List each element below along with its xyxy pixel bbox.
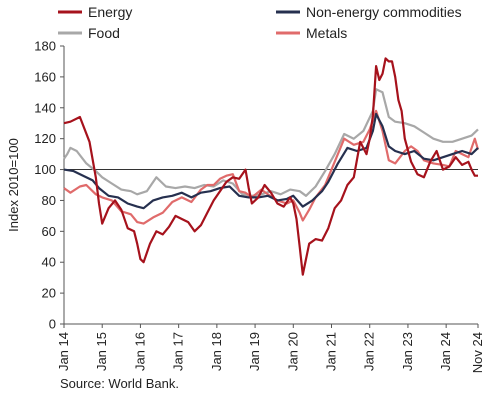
- y-tick-label: 20: [42, 286, 56, 301]
- series-line-metals: [63, 109, 480, 225]
- y-axis-title: Index 2010=100: [6, 138, 21, 232]
- legend-label-food: Food: [88, 25, 120, 41]
- source-note: Source: World Bank.: [60, 376, 179, 391]
- y-tick-label: 60: [42, 224, 56, 239]
- y-tick-label: 160: [34, 69, 56, 84]
- x-tick-label: Jan 19: [247, 332, 262, 371]
- legend-label-energy: Energy: [88, 4, 132, 20]
- x-tick-label: Jan 22: [362, 332, 377, 371]
- series-line-non-energy-commodities: [63, 112, 479, 210]
- x-tick-label: Jan 17: [171, 332, 186, 371]
- x-tick-label: Jan 20: [285, 332, 300, 371]
- legend-label-metals: Metals: [306, 25, 347, 41]
- y-tick-label: 80: [42, 193, 56, 208]
- x-tick-label: Jan 23: [400, 332, 415, 371]
- y-tick-label: 180: [34, 39, 56, 54]
- y-tick-label: 140: [34, 100, 56, 115]
- y-tick-label: 120: [34, 131, 56, 146]
- x-tick-label: Jan 14: [56, 332, 71, 371]
- x-tick-label: Jan 15: [94, 332, 109, 371]
- x-tick-label: Nov 24: [470, 332, 485, 373]
- x-tick-label: Jan 16: [132, 332, 147, 371]
- y-tick-label: 40: [42, 255, 56, 270]
- legend-label-non-energy-commodities: Non-energy commodities: [306, 4, 462, 20]
- x-tick-label: Jan 24: [438, 332, 453, 371]
- y-tick-label: 0: [49, 317, 56, 332]
- y-tick-label: 100: [34, 162, 56, 177]
- x-tick-label: Jan 21: [324, 332, 339, 371]
- series-line-energy: [63, 57, 478, 276]
- x-tick-label: Jan 18: [209, 332, 224, 371]
- series-line-food: [63, 88, 479, 197]
